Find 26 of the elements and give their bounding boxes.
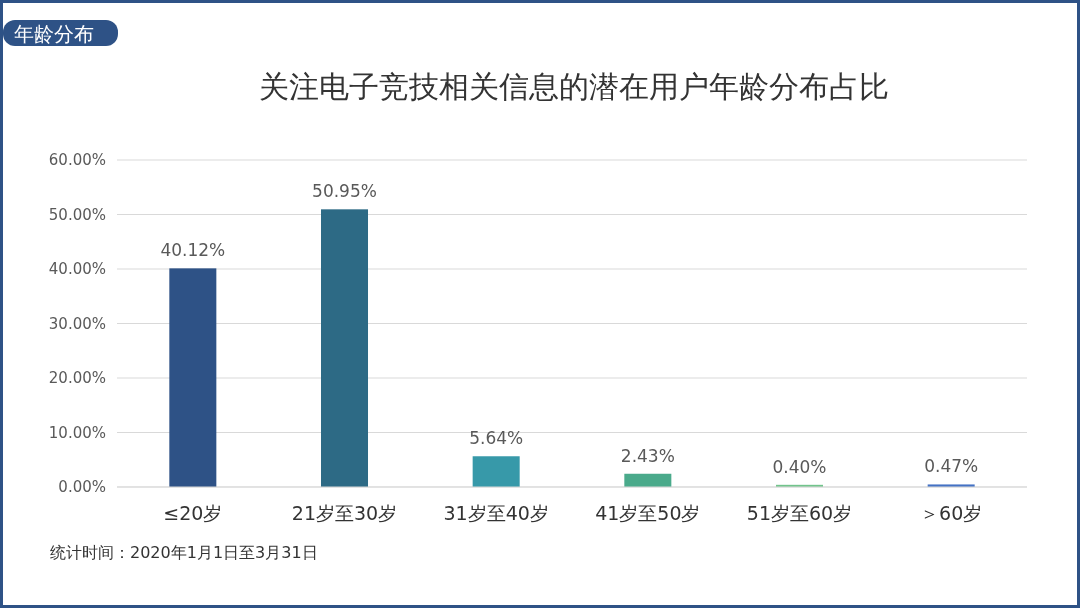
data-label: 50.95%: [312, 181, 377, 202]
y-tick-label: 0.00%: [58, 478, 106, 496]
data-label: 5.64%: [469, 428, 524, 449]
data-label: 40.12%: [160, 240, 226, 261]
x-tick-label: 21岁至30岁: [291, 502, 398, 524]
y-tick-label: 50.00%: [48, 205, 106, 224]
x-tick-label: ≤20岁: [163, 502, 223, 524]
data-label: 0.47%: [924, 456, 979, 477]
bar: [169, 268, 217, 487]
text: 统计时间：2020年1月1日至3月31日: [50, 543, 318, 562]
y-tick-label: 60.00%: [48, 151, 106, 169]
y-tick-label: 30.00%: [48, 314, 106, 333]
y-tick-label: 40.00%: [48, 260, 106, 278]
x-tick-label: ＞60岁: [920, 502, 983, 524]
bar: [624, 473, 672, 487]
data-label: 0.40%: [772, 456, 827, 477]
x-tick-label: 51岁至60岁: [746, 502, 853, 524]
bar: [472, 456, 520, 487]
data-label: 2.43%: [620, 445, 675, 466]
y-tick-label: 10.00%: [48, 423, 106, 442]
chart-title: 关注电子竞技相关信息的潜在用户年龄分布占比: [259, 69, 889, 104]
section-tag: 年龄分布: [3, 20, 118, 46]
y-tick-label: 20.00%: [48, 369, 106, 387]
x-tick-label: 31岁至40岁: [443, 502, 549, 524]
x-tick-label: 41岁至50岁: [595, 502, 701, 524]
bar: [320, 209, 369, 487]
